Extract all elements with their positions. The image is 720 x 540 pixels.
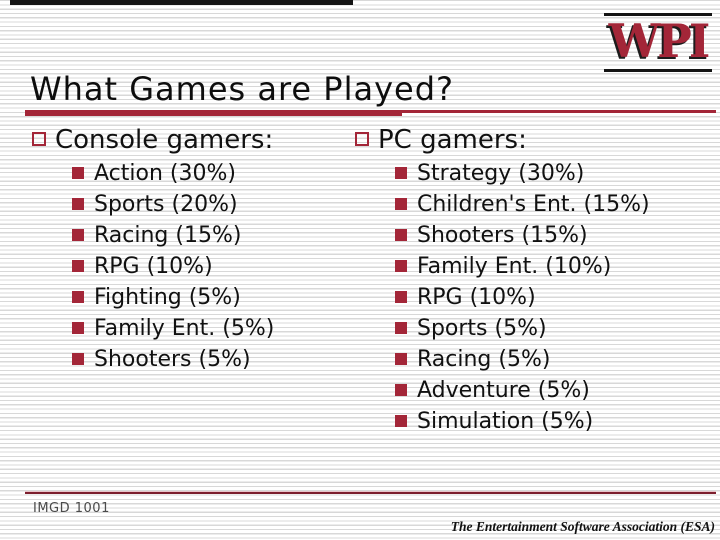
list-item-label: Children's Ent. (15%) (417, 192, 650, 217)
list-item: RPG (10%) (72, 251, 274, 282)
list-item-label: RPG (10%) (417, 285, 536, 310)
filled-square-bullet-icon (395, 353, 407, 365)
filled-square-bullet-icon (395, 384, 407, 396)
footer-divider-line (25, 491, 716, 494)
pc-gamers-heading: PC gamers: (353, 124, 650, 157)
list-item: Shooters (5%) (72, 344, 274, 375)
list-item-label: Simulation (5%) (417, 409, 594, 434)
filled-square-bullet-icon (395, 322, 407, 334)
list-item: Simulation (5%) (395, 406, 650, 437)
filled-square-bullet-icon (72, 322, 84, 334)
filled-square-bullet-icon (395, 415, 407, 427)
logo-top-rule (604, 13, 712, 16)
heading-label: PC gamers: (378, 125, 527, 155)
list-item: Action (30%) (72, 158, 274, 189)
filled-square-bullet-icon (72, 353, 84, 365)
list-item-label: Family Ent. (10%) (417, 254, 612, 279)
list-item-label: Sports (5%) (417, 316, 547, 341)
filled-square-bullet-icon (395, 260, 407, 272)
list-item: Sports (5%) (395, 313, 650, 344)
filled-square-bullet-icon (72, 167, 84, 179)
title-underline-thick (25, 110, 402, 116)
footer-course-label: IMGD 1001 (33, 501, 110, 516)
top-accent-bar (10, 0, 353, 5)
pc-gamers-list: Strategy (30%) Children's Ent. (15%) Sho… (395, 158, 650, 437)
heading-label: Console gamers: (55, 125, 274, 155)
list-item-label: Racing (5%) (417, 347, 551, 372)
list-item-label: Family Ent. (5%) (94, 316, 275, 341)
list-item: RPG (10%) (395, 282, 650, 313)
filled-square-bullet-icon (395, 167, 407, 179)
console-gamers-list: Action (30%) Sports (20%) Racing (15%) R… (72, 158, 274, 375)
filled-square-bullet-icon (72, 198, 84, 210)
list-item: Shooters (15%) (395, 220, 650, 251)
list-item: Family Ent. (10%) (395, 251, 650, 282)
list-item-label: Fighting (5%) (94, 285, 241, 310)
column-console-gamers: Console gamers: Action (30%) Sports (20%… (30, 124, 274, 375)
list-item: Racing (15%) (72, 220, 274, 251)
column-pc-gamers: PC gamers: Strategy (30%) Children's Ent… (353, 124, 650, 437)
footer-source-credit: The Entertainment Software Association (… (450, 519, 715, 534)
filled-square-bullet-icon (395, 198, 407, 210)
wpi-logo: WPI (600, 8, 716, 72)
list-item: Sports (20%) (72, 189, 274, 220)
list-item-label: Racing (15%) (94, 223, 242, 248)
filled-square-bullet-icon (72, 291, 84, 303)
list-item: Strategy (30%) (395, 158, 650, 189)
filled-square-bullet-icon (72, 260, 84, 272)
hollow-square-bullet-icon (355, 132, 369, 146)
filled-square-bullet-icon (395, 291, 407, 303)
list-item-label: Shooters (15%) (417, 223, 588, 248)
list-item: Racing (5%) (395, 344, 650, 375)
logo-bottom-rule (604, 69, 712, 72)
list-item: Fighting (5%) (72, 282, 274, 313)
list-item-label: RPG (10%) (94, 254, 213, 279)
hollow-square-bullet-icon (32, 132, 46, 146)
list-item-label: Shooters (5%) (94, 347, 251, 372)
list-item-label: Strategy (30%) (417, 161, 585, 186)
list-item: Adventure (5%) (395, 375, 650, 406)
page-title: What Games are Played? (30, 70, 454, 108)
filled-square-bullet-icon (395, 229, 407, 241)
list-item-label: Sports (20%) (94, 192, 238, 217)
wpi-logo-text: WPI (608, 14, 711, 68)
list-item: Children's Ent. (15%) (395, 189, 650, 220)
console-gamers-heading: Console gamers: (30, 124, 274, 157)
title-underline-thin (402, 110, 716, 113)
list-item-label: Adventure (5%) (417, 378, 590, 403)
list-item-label: Action (30%) (94, 161, 236, 186)
list-item: Family Ent. (5%) (72, 313, 274, 344)
filled-square-bullet-icon (72, 229, 84, 241)
